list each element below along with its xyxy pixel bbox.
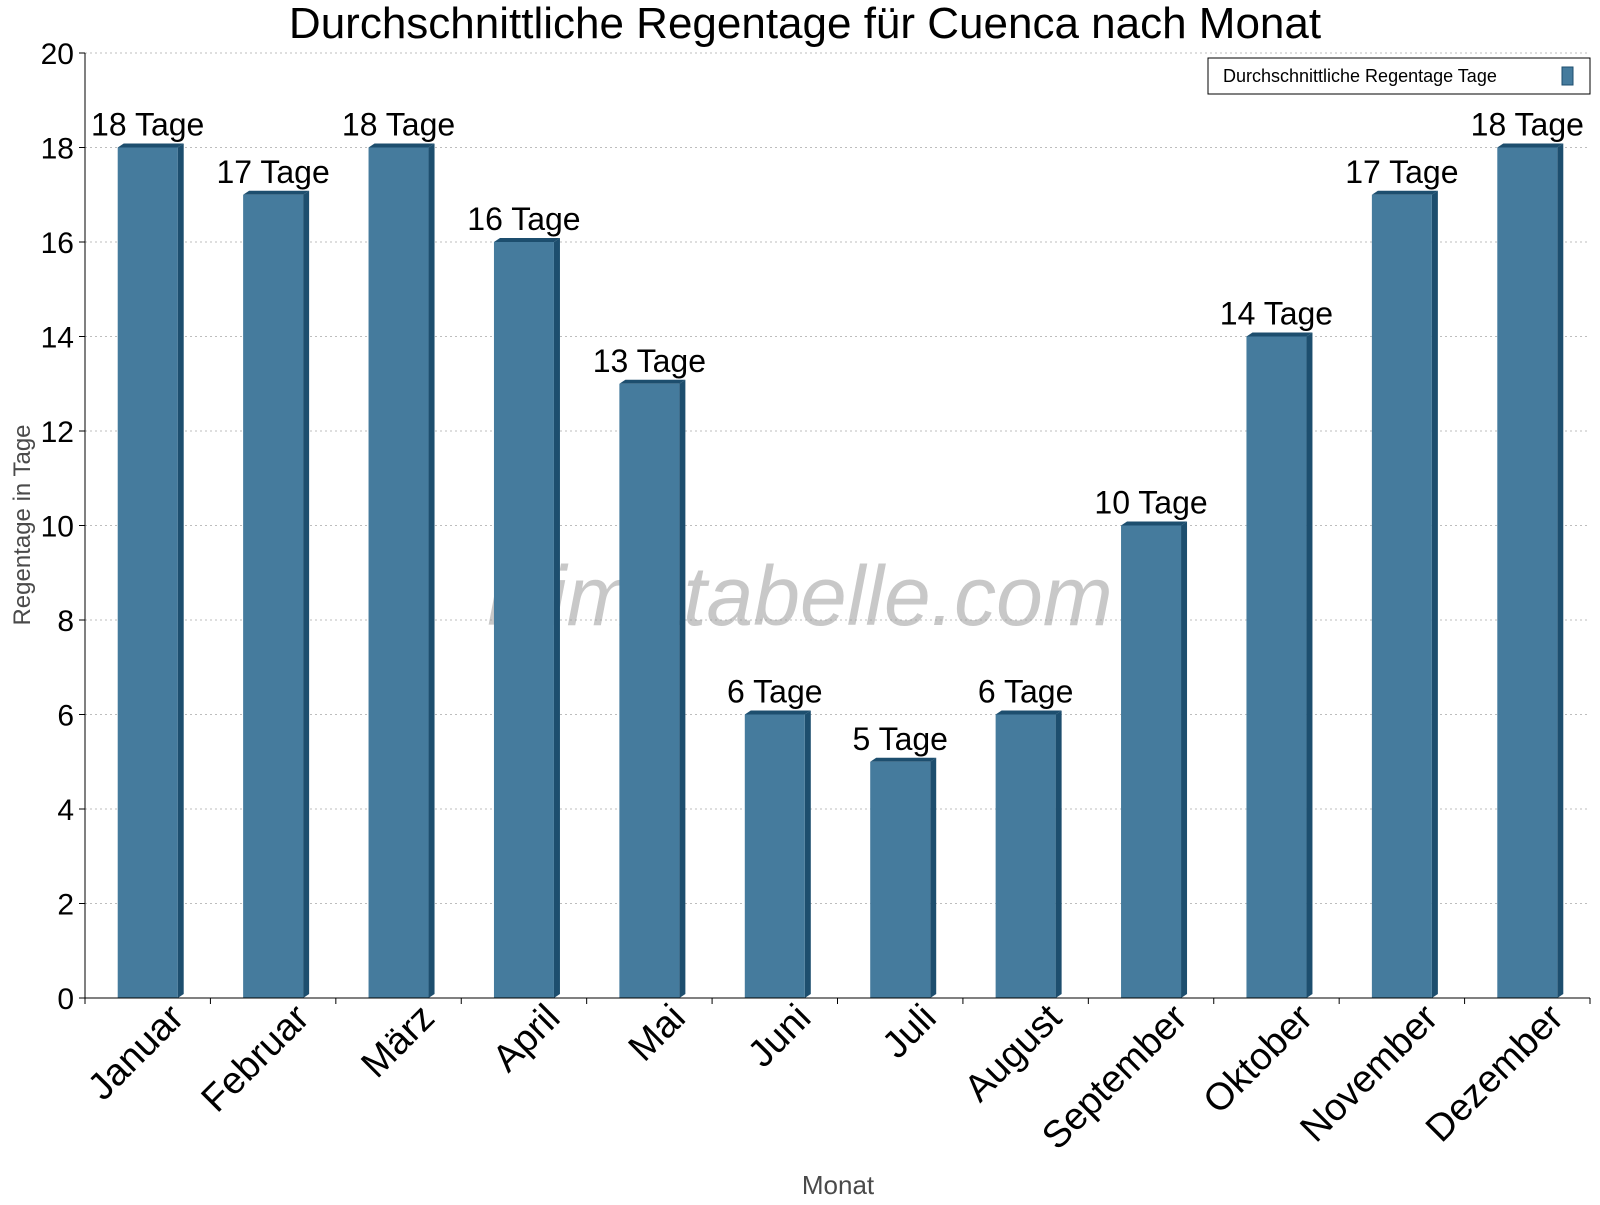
bar-side [1181,521,1188,998]
bar [744,714,805,998]
bar-top [493,238,560,242]
bar-top [744,710,811,715]
y-tick-label: 0 [57,983,74,1016]
bars [117,143,1564,998]
x-tick-label: Mai [621,997,694,1070]
bar-value-label: 14 Tage [1220,296,1333,332]
bar [117,147,178,998]
y-tick-label: 8 [57,605,74,638]
grid-lines [85,52,1590,904]
bar-top [117,143,184,148]
x-tick-label: Dezember [1418,996,1572,1150]
data-labels: 18 Tage 17 Tage 18 Tage 16 Tage 13 Tage 6 Tag… [91,107,1584,757]
bar-value-label: 13 Tage [593,343,706,379]
bar [870,761,931,998]
bar-side [1055,710,1062,998]
bar [995,714,1056,998]
bar-value-label: 17 Tage [1345,154,1458,190]
y-axis-label: Regentage in Tage [9,424,36,625]
bar-top [870,757,937,762]
y-tick-label: 18 [41,133,74,166]
chart-title: Durchschnittliche Regentage für Cuenca n… [289,0,1321,48]
bar-top [619,379,686,384]
bar [1246,336,1307,998]
bar-side [428,143,435,998]
bar [619,383,680,998]
bar-top [1246,332,1313,337]
x-tick-label: August [957,996,1071,1110]
watermark: klimatabelle.com [487,549,1113,643]
bar-top [1371,190,1438,195]
x-axis-label: Monat [802,1170,875,1200]
bar-value-label: 18 Tage [91,107,204,143]
bar [493,242,554,998]
bar-value-label: 5 Tage [852,721,948,757]
legend-swatch [1561,66,1574,86]
bar-top [1497,143,1564,148]
bar-side [177,143,184,998]
bar-value-label: 18 Tage [1471,107,1584,143]
bar-side [930,757,937,998]
bar [243,194,304,998]
bar-top [368,143,435,148]
bar-side [1431,190,1438,998]
bar-side [1557,143,1564,998]
bar-side [1306,332,1313,998]
bar-value-label: 17 Tage [216,154,329,190]
y-tick-label: 20 [41,38,74,71]
x-tick-label: Oktober [1196,996,1322,1122]
bar-top [243,190,310,195]
bar-value-label: 16 Tage [467,201,580,237]
y-tick-label: 10 [41,511,74,544]
y-tick-label: 4 [57,794,74,827]
bar-value-label: 18 Tage [342,107,455,143]
bar [1121,525,1182,998]
bar [1497,147,1558,998]
bar-side [679,379,686,998]
y-tick-label: 2 [57,889,74,922]
bar [368,147,429,998]
x-tick-label: Februar [194,996,318,1120]
bar-side [553,238,560,998]
x-tick-label: Juni [740,997,819,1076]
bar-value-label: 10 Tage [1094,485,1207,521]
bar-value-label: 6 Tage [978,674,1074,710]
bar-side [804,710,811,998]
x-tick-label: Januar [80,996,192,1108]
x-tick-label: März [353,997,442,1086]
legend-label: Durchschnittliche Regentage Tage [1223,66,1497,86]
bar-side [303,190,310,998]
bar-top [1121,521,1188,526]
y-tick-label: 14 [41,322,74,355]
legend-box [1207,57,1591,95]
bar [1371,194,1432,998]
x-tick-label: April [485,997,568,1080]
y-tick-label: 12 [41,416,74,449]
legend: Durchschnittliche Regentage Tage [1207,57,1591,95]
y-tick-label: 6 [57,700,74,733]
bar-top [995,710,1062,715]
bar-value-label: 6 Tage [727,674,823,710]
y-tick-label: 16 [41,227,74,260]
x-tick-label: Juli [875,997,945,1067]
